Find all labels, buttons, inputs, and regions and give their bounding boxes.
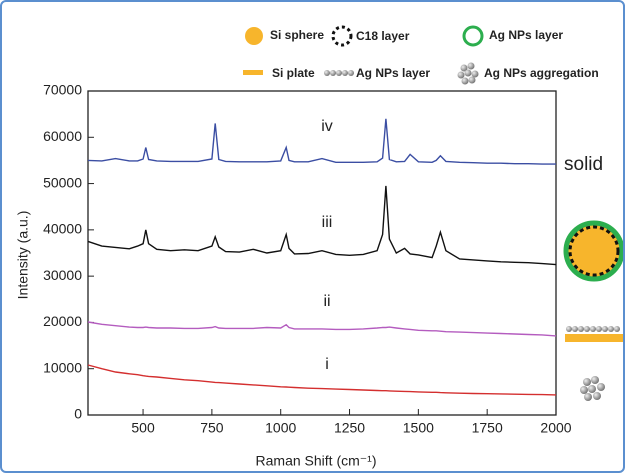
x-tick-label: 1000: [265, 420, 296, 436]
icon-plate-beads: [566, 326, 620, 332]
icon-si-sphere: [245, 27, 263, 45]
spectrum-line: [87, 321, 557, 337]
y-tick-label: 0: [74, 406, 82, 422]
x-tick-label: 500: [131, 420, 155, 436]
series-label: ii: [323, 293, 330, 310]
x-tick-label: 1750: [472, 420, 503, 436]
series-label: i: [325, 356, 329, 373]
x-tick-label: 2000: [540, 420, 571, 436]
icon-sphere: [563, 220, 623, 282]
legend-label: Si sphere: [270, 28, 324, 42]
icon-si-plate: [243, 70, 263, 75]
legend-label: C18 layer: [356, 29, 410, 43]
spectrum-line: [87, 118, 556, 165]
legend-label: Si plate: [272, 66, 315, 80]
series-label: iv: [321, 118, 333, 135]
y-tick-label: 10000: [43, 359, 82, 375]
y-tick-label: 20000: [43, 313, 82, 329]
x-tick-label: 750: [200, 420, 224, 436]
icon-ag-row: [324, 70, 354, 76]
y-axis-label: Intensity (a.u.): [15, 211, 31, 300]
y-tick-label: 60000: [43, 128, 82, 144]
icon-c18: [331, 25, 353, 47]
y-tick-label: 50000: [43, 174, 82, 190]
side-label: solid: [564, 154, 603, 175]
icon-sphere-c18: [568, 225, 620, 277]
icon-ag-layer: [462, 25, 484, 47]
x-tick-label: 1250: [334, 420, 365, 436]
plot-frame: [87, 90, 557, 416]
icon-cluster: [580, 376, 605, 401]
icon-plate: [565, 334, 623, 342]
legend-label: Ag NPs layer: [356, 66, 430, 80]
y-tick-label: 40000: [43, 221, 82, 237]
x-tick-label: 1500: [403, 420, 434, 436]
icon-ag-cluster: [457, 62, 479, 85]
y-tick-label: 30000: [43, 267, 82, 283]
series-label: iii: [322, 214, 333, 231]
x-axis-label: Raman Shift (cm⁻¹): [256, 453, 377, 469]
legend-label: Ag NPs layer: [489, 28, 563, 42]
spectrum-line: [87, 185, 557, 266]
legend-label: Ag NPs aggregation: [484, 66, 599, 80]
y-tick-label: 70000: [43, 82, 82, 98]
spectrum-line: [87, 364, 557, 396]
